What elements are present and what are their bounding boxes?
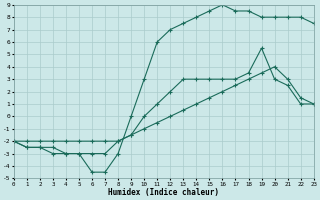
X-axis label: Humidex (Indice chaleur): Humidex (Indice chaleur) xyxy=(108,188,219,197)
